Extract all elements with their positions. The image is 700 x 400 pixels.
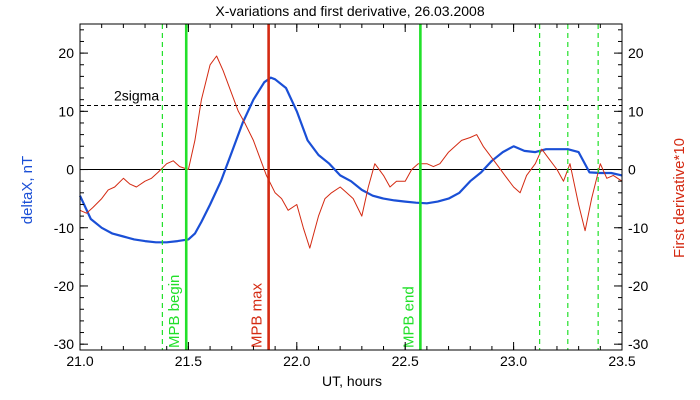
y-tick-label-right: -30 — [628, 336, 648, 352]
y-tick-label-right: 0 — [628, 162, 636, 178]
y-tick-label-left: 10 — [58, 103, 74, 119]
y-tick-label-left: -30 — [54, 336, 74, 352]
derivative-series-line — [79, 55, 623, 249]
y-tick-label-right: -10 — [628, 220, 648, 236]
tick-layer: 21.0 21.5 22.0 22.5 23.0 23.5-30 -30-20 -20-10-… — [54, 24, 648, 369]
mpb-marker-label: MPB max — [249, 282, 266, 348]
chart-title: X-variations and first derivative, 26.03… — [215, 3, 484, 19]
y-tick-label-left: 20 — [58, 45, 74, 61]
y-tick-label-left: 0 — [66, 162, 74, 178]
threshold-label: 2sigma — [114, 88, 159, 104]
x-tick-label: 22.0 — [283, 353, 310, 369]
x-tick-label: 23.5 — [608, 353, 635, 369]
y-axis-label-right: First derivative*10 — [671, 138, 688, 258]
mpb-marker-label: MPB end — [400, 286, 417, 348]
y-tick-label-right: 20 — [628, 45, 644, 61]
deltax-series-line — [79, 76, 623, 244]
y-tick-label-right: 10 — [628, 103, 644, 119]
mpb-marker-label: MPB begin — [166, 275, 183, 348]
series-layer — [79, 55, 623, 249]
reference-lines: 2sigma — [80, 88, 622, 171]
y-axis-label-left: deltaX, nT — [19, 156, 36, 224]
x-tick-label: 22.5 — [392, 353, 419, 369]
x-tick-label: 21.0 — [66, 353, 93, 369]
x-tick-label: 23.0 — [500, 353, 527, 369]
marker-layer: MPB begin MPB max MPB end — [161, 24, 599, 350]
y-tick-label-left: -20 — [54, 278, 74, 294]
x-tick-label: 21.5 — [175, 353, 202, 369]
y-tick-label-left: -10 — [54, 220, 74, 236]
plot-frame — [79, 23, 623, 351]
y-tick-label-right: -20 — [628, 278, 648, 294]
x-axis-label: UT, hours — [322, 373, 382, 389]
